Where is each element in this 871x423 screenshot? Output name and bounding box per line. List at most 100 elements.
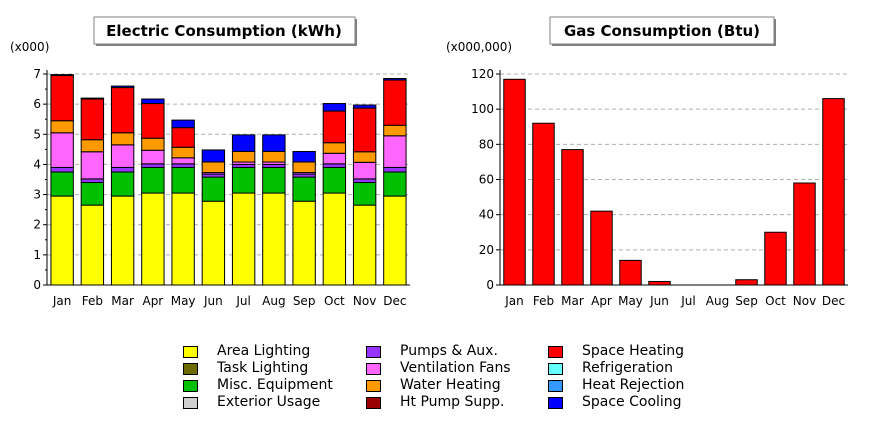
bar-segment-nov-pumps-aux- xyxy=(352,178,377,184)
bar-segment-jun-space-cooling xyxy=(201,149,226,163)
legend-item: Refrigeration xyxy=(548,360,684,377)
legend-item: Ht Pump Supp. xyxy=(366,394,511,411)
legend-item: Space Cooling xyxy=(548,394,684,411)
bar-segment-mar-space-heating xyxy=(110,87,135,134)
x-tick-label: May xyxy=(171,294,196,308)
bar-segment-jan-misc-equipment xyxy=(50,171,74,197)
bar-segment-aug-water-heating xyxy=(262,150,286,163)
bar-segment-jan-space-heating xyxy=(50,75,74,122)
bar-segment-sep-area-lighting xyxy=(292,200,316,286)
x-tick-label: Mar xyxy=(111,294,134,308)
y-tick-label: 20 xyxy=(479,243,494,257)
legend-item: Exterior Usage xyxy=(183,394,333,411)
bar-segment-jun-area-lighting xyxy=(201,200,226,286)
bar-segment-jan-pumps-aux- xyxy=(50,166,74,173)
legend: Area Lighting Task Lighting Misc. Equipmen… xyxy=(183,343,743,415)
y-tick-label: 5 xyxy=(33,127,41,141)
y-tick-label: 6 xyxy=(33,97,41,111)
bar-segment-oct-misc-equipment xyxy=(322,166,347,194)
bar-segment-oct-water-heating xyxy=(322,142,347,154)
x-tick-label: Nov xyxy=(793,294,816,308)
legend-swatch xyxy=(183,362,198,375)
legend-swatch xyxy=(183,345,198,358)
bar-segment-apr-space-cooling xyxy=(141,98,165,105)
bar-segment-jan-space-heating xyxy=(503,78,526,286)
bar-segment-oct-space-cooling xyxy=(322,103,347,112)
bar-segment-may-water-heating xyxy=(171,146,195,159)
bar-segment-aug-space-cooling xyxy=(262,134,286,152)
x-tick-label: Nov xyxy=(353,294,376,308)
legend-label: Task Lighting xyxy=(217,360,309,376)
legend-swatch xyxy=(366,345,381,358)
bar-segment-mar-area-lighting xyxy=(110,195,135,286)
legend-swatch xyxy=(183,396,198,409)
bar-segment-apr-space-heating xyxy=(590,210,613,286)
y-tick-label: 2 xyxy=(33,218,41,232)
bar-segment-may-ventilation-fans xyxy=(171,157,195,165)
bar-segment-mar-misc-equipment xyxy=(110,171,135,197)
bar-segment-jan-space-cooling xyxy=(50,74,74,77)
bar-segment-apr-water-heating xyxy=(141,137,165,151)
legend-item: Space Heating xyxy=(548,343,684,360)
legend-swatch xyxy=(366,379,381,392)
legend-swatch xyxy=(366,396,381,409)
bar-segment-may-space-cooling xyxy=(171,119,195,129)
bar-segment-sep-space-heating xyxy=(735,279,758,286)
x-tick-label: Mar xyxy=(561,294,584,308)
legend-label: Refrigeration xyxy=(582,360,673,376)
bar-segment-may-space-heating xyxy=(171,127,195,148)
bar-segment-sep-misc-equipment xyxy=(292,176,316,202)
bar-segment-nov-space-heating xyxy=(352,107,377,153)
y-tick-label: 4 xyxy=(33,157,41,171)
bar-segment-feb-space-heating xyxy=(532,122,555,286)
bar-segment-feb-space-heating xyxy=(80,98,105,141)
legend-swatch xyxy=(366,362,381,375)
x-tick-label: Jun xyxy=(649,294,669,308)
legend-item: Area Lighting xyxy=(183,343,333,360)
bar-segment-dec-water-heating xyxy=(383,124,407,137)
x-tick-label: Oct xyxy=(324,294,345,308)
x-tick-label: Jul xyxy=(235,294,250,308)
unit-label: (x000,000) xyxy=(446,40,512,54)
legend-label: Ventilation Fans xyxy=(400,360,511,376)
bar-segment-dec-space-heating xyxy=(383,79,407,126)
bar-segment-aug-area-lighting xyxy=(262,192,286,286)
y-tick-label: 3 xyxy=(33,188,41,202)
x-tick-label: Feb xyxy=(82,294,103,308)
y-tick-label: 100 xyxy=(471,102,494,116)
bar-segment-apr-space-heating xyxy=(141,103,165,139)
chart-title: Gas Consumption (Btu) xyxy=(564,22,760,40)
bar-segment-mar-space-heating xyxy=(561,149,584,286)
bar-segment-jul-misc-equipment xyxy=(231,166,256,194)
legend-label: Pumps & Aux. xyxy=(400,343,498,359)
bar-segment-apr-misc-equipment xyxy=(141,166,165,194)
electric-chart: Electric Consumption (kWh) (x000) 0 1 2 3 4 5 6 7… xyxy=(10,16,410,308)
bar-segment-feb-pumps-aux- xyxy=(80,178,105,184)
x-tick-label: Aug xyxy=(706,294,729,308)
legend-label: Water Heating xyxy=(400,377,501,393)
bar-segment-jan-ventilation-fans xyxy=(50,132,74,168)
bar-segment-mar-ventilation-fans xyxy=(110,144,135,168)
legend-label: Space Cooling xyxy=(582,394,682,410)
bar-segment-dec-space-cooling xyxy=(383,78,407,81)
legend-item: Pumps & Aux. xyxy=(366,343,511,360)
bar-segment-aug-misc-equipment xyxy=(262,166,286,194)
bar-segment-jun-water-heating xyxy=(201,161,226,174)
bar-segment-jul-area-lighting xyxy=(231,192,256,286)
bar-segment-apr-ventilation-fans xyxy=(141,149,165,165)
legend-swatch xyxy=(183,379,198,392)
legend-item: Task Lighting xyxy=(183,360,333,377)
bar-segment-nov-ventilation-fans xyxy=(352,161,377,180)
chart-title: Electric Consumption (kWh) xyxy=(106,22,342,40)
title-box xyxy=(549,16,775,45)
bar-segment-jun-misc-equipment xyxy=(201,176,226,202)
legend-item: Water Heating xyxy=(366,377,511,394)
bar-segment-mar-space-cooling xyxy=(110,85,135,89)
legend-label: Exterior Usage xyxy=(217,394,321,410)
legend-column: Area Lighting Task Lighting Misc. Equipmen… xyxy=(183,343,333,411)
bar-segment-dec-pumps-aux- xyxy=(383,166,407,173)
x-tick-label: Jan xyxy=(52,294,72,308)
legend-swatch xyxy=(548,396,563,409)
bar-segment-nov-water-heating xyxy=(352,151,377,163)
